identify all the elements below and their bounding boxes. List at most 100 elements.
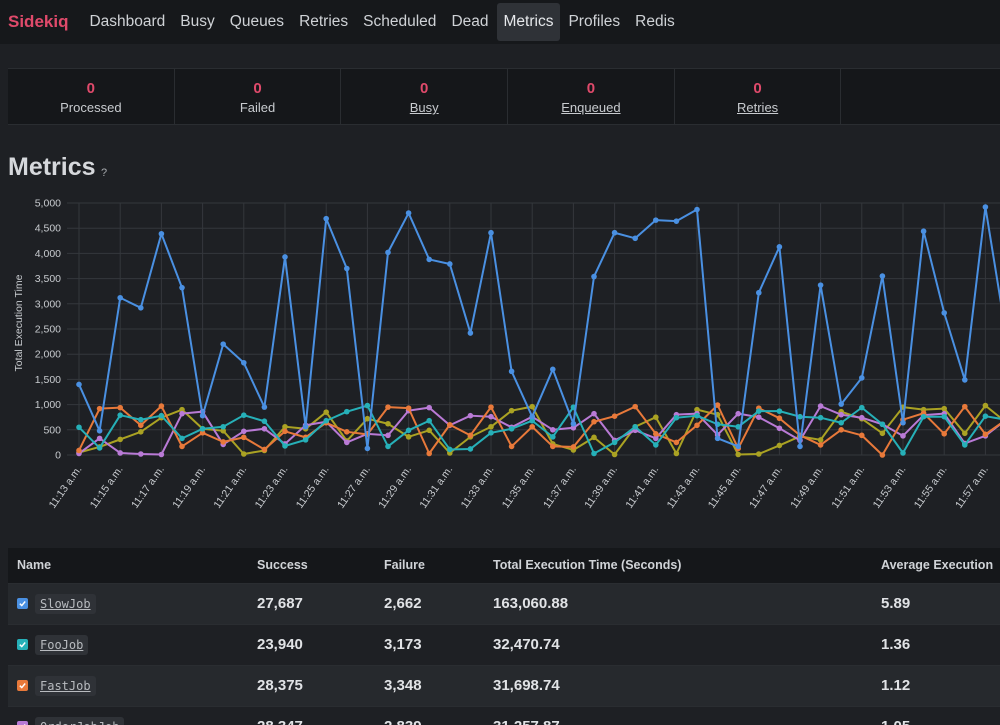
data-point[interactable] [735,451,741,458]
data-point[interactable] [323,409,330,415]
data-point[interactable] [735,410,741,417]
stat-enqueued-link[interactable]: Enqueued [561,100,621,115]
data-point[interactable] [76,381,82,388]
data-point[interactable] [344,265,350,272]
data-point[interactable] [529,413,535,420]
data-point[interactable] [467,432,474,439]
data-point[interactable] [220,341,226,347]
header-success[interactable]: Success [257,548,384,583]
data-point[interactable] [508,407,515,414]
data-point[interactable] [797,443,803,450]
data-point[interactable] [591,434,597,441]
data-point[interactable] [508,368,515,375]
data-point[interactable] [632,235,638,242]
data-point[interactable] [920,413,927,420]
data-point[interactable] [488,423,494,430]
data-point[interactable] [838,411,844,418]
data-point[interactable] [488,404,494,410]
data-point[interactable] [694,422,700,429]
data-point[interactable] [158,230,165,237]
nav-scheduled[interactable]: Scheduled [363,13,437,30]
data-point[interactable] [158,451,165,458]
data-point[interactable] [344,429,350,435]
data-point[interactable] [344,408,350,415]
data-point[interactable] [673,439,680,446]
data-point[interactable] [426,427,433,434]
data-point[interactable] [199,412,206,419]
data-point[interactable] [879,273,886,279]
data-point[interactable] [859,375,865,381]
data-point[interactable] [982,431,989,438]
data-point[interactable] [261,446,268,453]
data-point[interactable] [282,423,288,430]
data-point[interactable] [467,330,474,336]
data-point[interactable] [982,402,989,409]
data-point[interactable] [261,425,268,432]
checkbox-checked-icon[interactable] [17,680,28,691]
data-point[interactable] [282,254,288,260]
data-point[interactable] [385,420,391,427]
data-point[interactable] [962,430,968,437]
data-point[interactable] [220,428,226,434]
data-point[interactable] [508,443,515,450]
data-point[interactable] [673,218,680,224]
data-point[interactable] [900,450,906,456]
data-point[interactable] [776,442,783,449]
job-link[interactable]: SlowJob [35,593,96,614]
data-point[interactable] [405,210,412,216]
data-point[interactable] [117,450,123,456]
data-point[interactable] [817,437,824,443]
data-point[interactable] [550,427,556,433]
data-point[interactable] [859,404,865,411]
data-point[interactable] [962,377,968,383]
data-point[interactable] [653,414,659,420]
data-point[interactable] [447,261,453,267]
checkbox-checked-icon[interactable] [17,598,28,609]
data-point[interactable] [179,410,185,417]
data-point[interactable] [694,206,700,213]
data-point[interactable] [632,403,638,410]
data-point[interactable] [611,413,618,419]
data-point[interactable] [282,428,288,435]
data-point[interactable] [138,429,144,435]
job-link[interactable]: OrderJobJob [35,716,125,725]
data-point[interactable] [199,425,206,432]
data-point[interactable] [179,284,185,291]
data-point[interactable] [138,305,144,311]
data-point[interactable] [282,443,288,449]
data-point[interactable] [632,423,638,430]
data-point[interactable] [714,402,721,408]
data-point[interactable] [714,435,721,442]
stat-busy-link[interactable]: Busy [409,100,439,115]
data-point[interactable] [776,415,783,422]
data-point[interactable] [385,443,391,450]
nav-retries[interactable]: Retries [299,13,349,30]
data-point[interactable] [117,294,123,301]
stat-retries[interactable]: 0 Retries [675,69,842,124]
data-point[interactable] [426,450,433,457]
data-point[interactable] [405,434,412,440]
data-point[interactable] [447,446,453,453]
stat-busy[interactable]: 0 Busy [341,69,509,124]
data-point[interactable] [467,412,474,419]
data-point[interactable] [653,442,659,448]
data-point[interactable] [611,229,618,236]
data-point[interactable] [117,404,123,411]
stat-retries-link[interactable]: Retries [737,100,779,115]
data-point[interactable] [364,445,371,452]
data-point[interactable] [611,451,618,458]
data-point[interactable] [838,401,844,407]
data-point[interactable] [900,433,906,439]
data-point[interactable] [179,435,185,442]
data-point[interactable] [488,413,494,420]
data-point[interactable] [385,404,391,410]
data-point[interactable] [241,434,247,441]
data-point[interactable] [529,417,535,424]
data-point[interactable] [302,437,309,443]
data-point[interactable] [261,418,268,425]
help-icon[interactable]: ? [101,167,108,179]
data-point[interactable] [941,405,947,412]
data-point[interactable] [508,425,515,432]
data-point[interactable] [364,415,371,422]
nav-metrics[interactable]: Metrics [496,3,561,41]
